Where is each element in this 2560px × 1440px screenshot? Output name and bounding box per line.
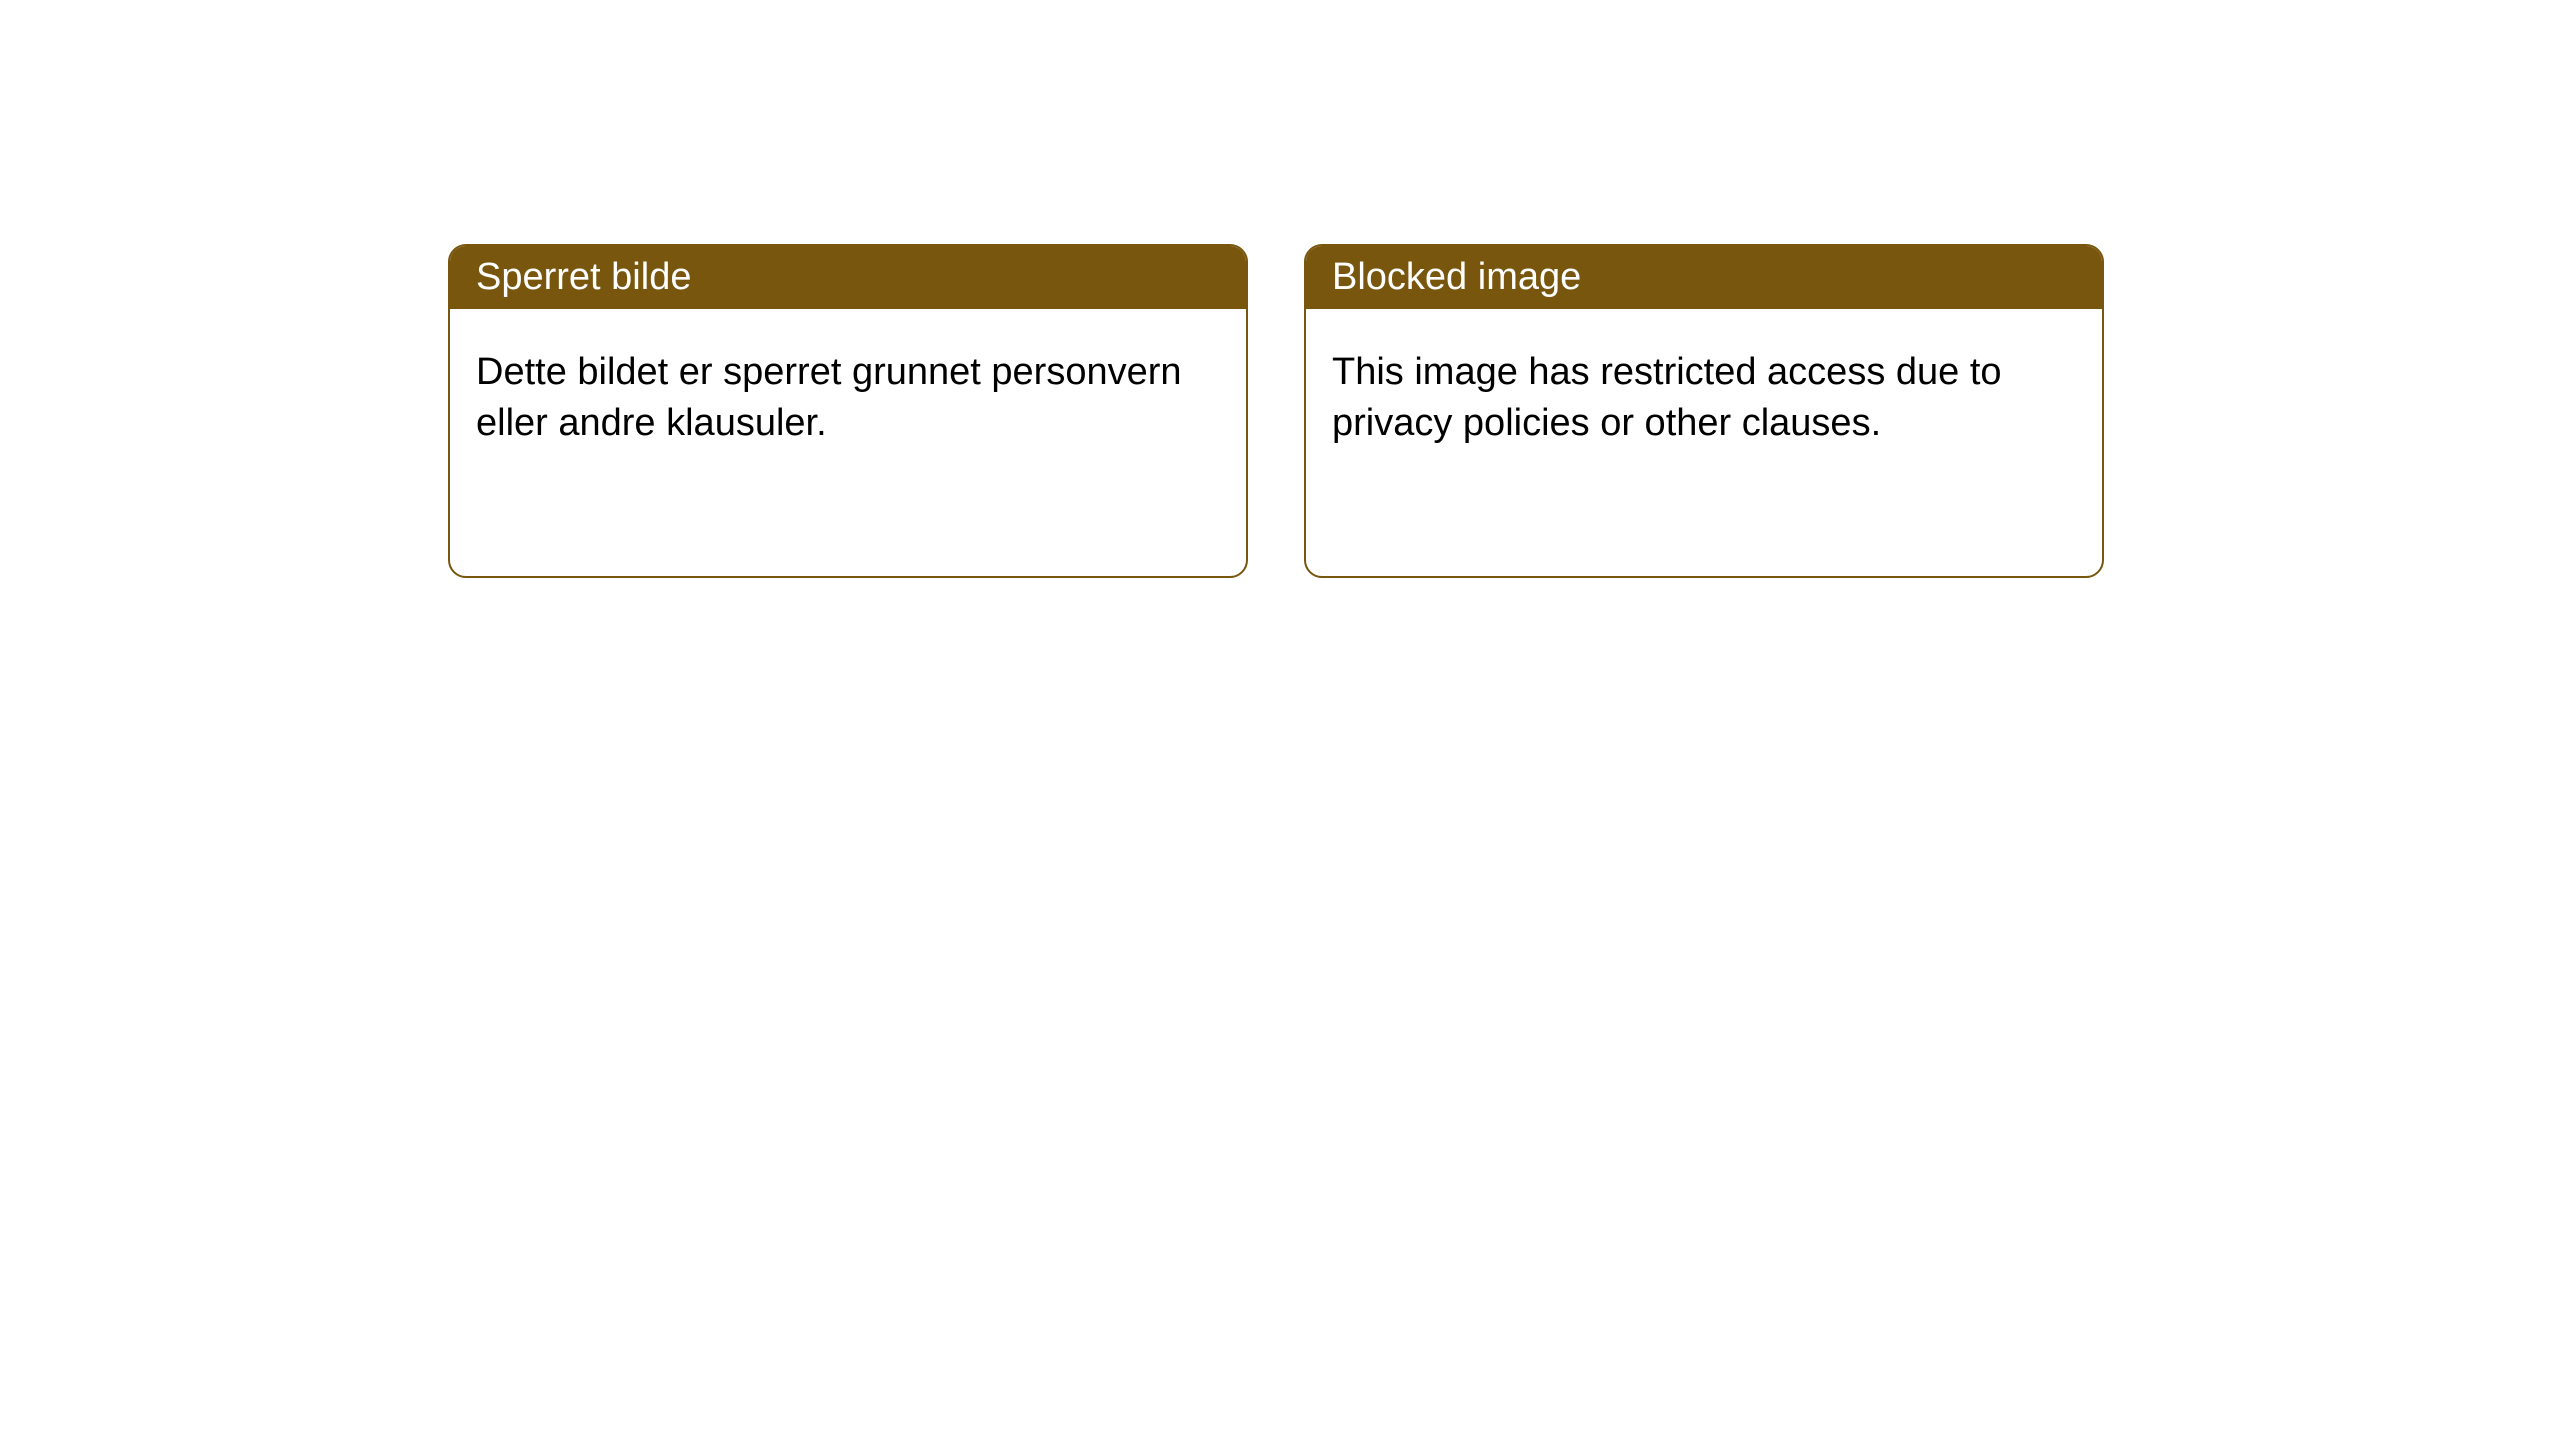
card-body-english: This image has restricted access due to … <box>1306 309 2102 488</box>
notice-card-norwegian: Sperret bilde Dette bildet er sperret gr… <box>448 244 1248 578</box>
card-body-norwegian: Dette bildet er sperret grunnet personve… <box>450 309 1246 488</box>
card-title-english: Blocked image <box>1306 246 2102 309</box>
notice-cards-container: Sperret bilde Dette bildet er sperret gr… <box>448 244 2104 578</box>
card-title-norwegian: Sperret bilde <box>450 246 1246 309</box>
notice-card-english: Blocked image This image has restricted … <box>1304 244 2104 578</box>
